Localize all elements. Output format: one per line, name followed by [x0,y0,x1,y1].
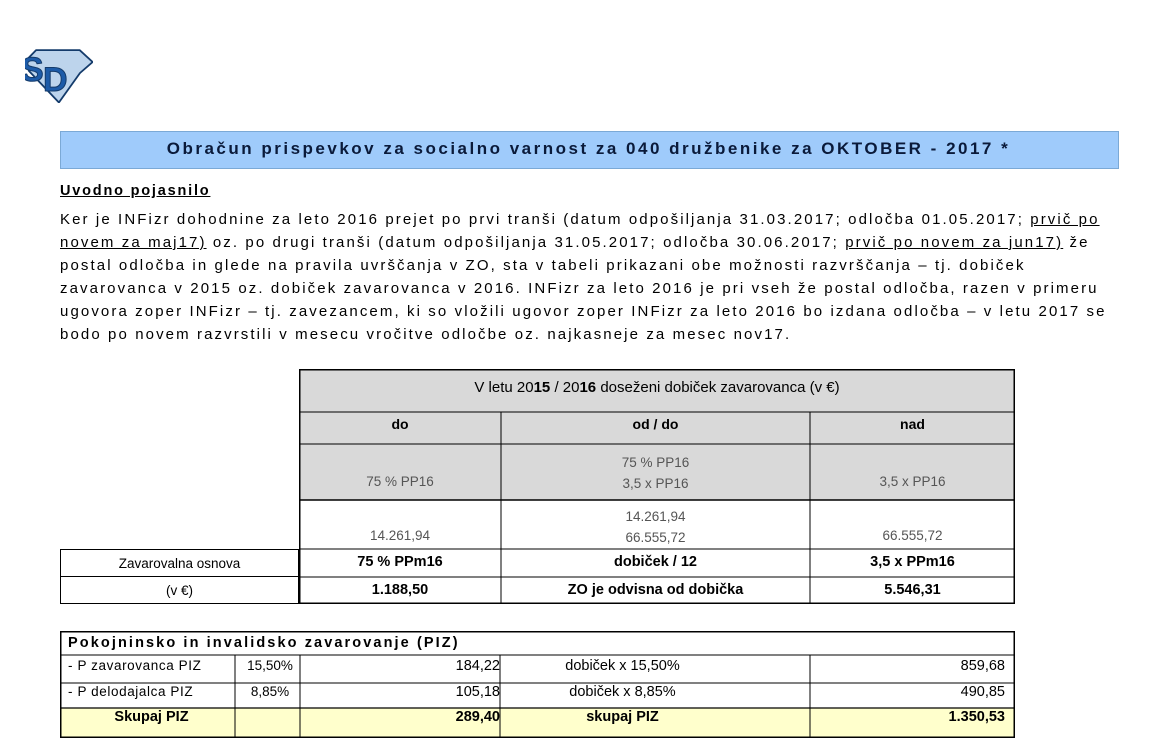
svg-text:S: S [25,51,44,89]
svg-text:D: D [43,61,68,99]
